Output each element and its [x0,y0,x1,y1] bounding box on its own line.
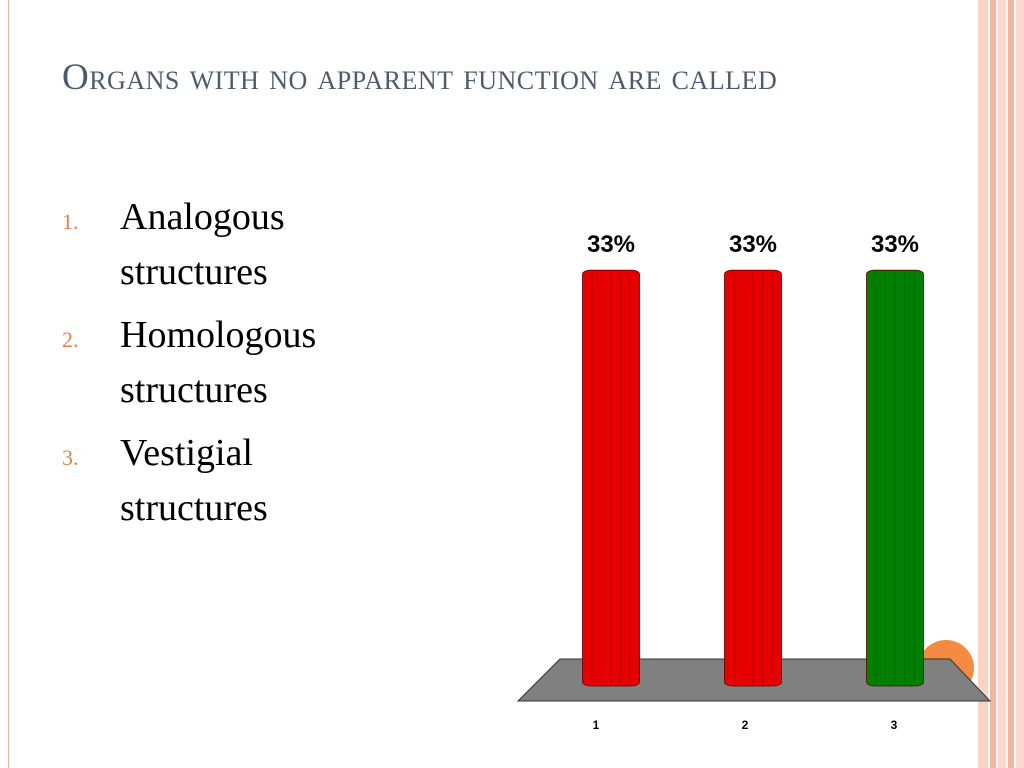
option: 1. Analogous structures [62,190,390,300]
stripe [978,0,988,768]
stripe [990,0,996,768]
bar [582,269,640,687]
stripe [1008,0,1014,768]
option: 2. Homologous structures [62,308,390,418]
option-text: Vestigial structures [120,432,268,529]
value-label: 33% [729,231,777,258]
stripe [998,0,1006,768]
option-list: 1. Analogous structures 2. Homologous struc… [62,190,402,544]
x-tick-label: 1 [593,718,600,732]
x-tick-label: 3 [891,718,898,732]
option: 3. Vestigial structures [62,426,390,536]
value-label: 33% [871,231,919,258]
stripe [1016,0,1024,768]
option-number: 2. [62,327,79,352]
option-text: Analogous structures [120,196,285,293]
frame-line [8,0,9,768]
bar [724,269,782,687]
option-text: Homologous structures [120,314,317,411]
slide-title: Organs with no apparent function are cal… [62,57,778,98]
bar [866,269,924,687]
value-label: 33% [587,231,635,258]
x-tick-label: 2 [742,718,749,732]
option-number: 1. [62,209,79,234]
option-number: 3. [62,445,79,470]
